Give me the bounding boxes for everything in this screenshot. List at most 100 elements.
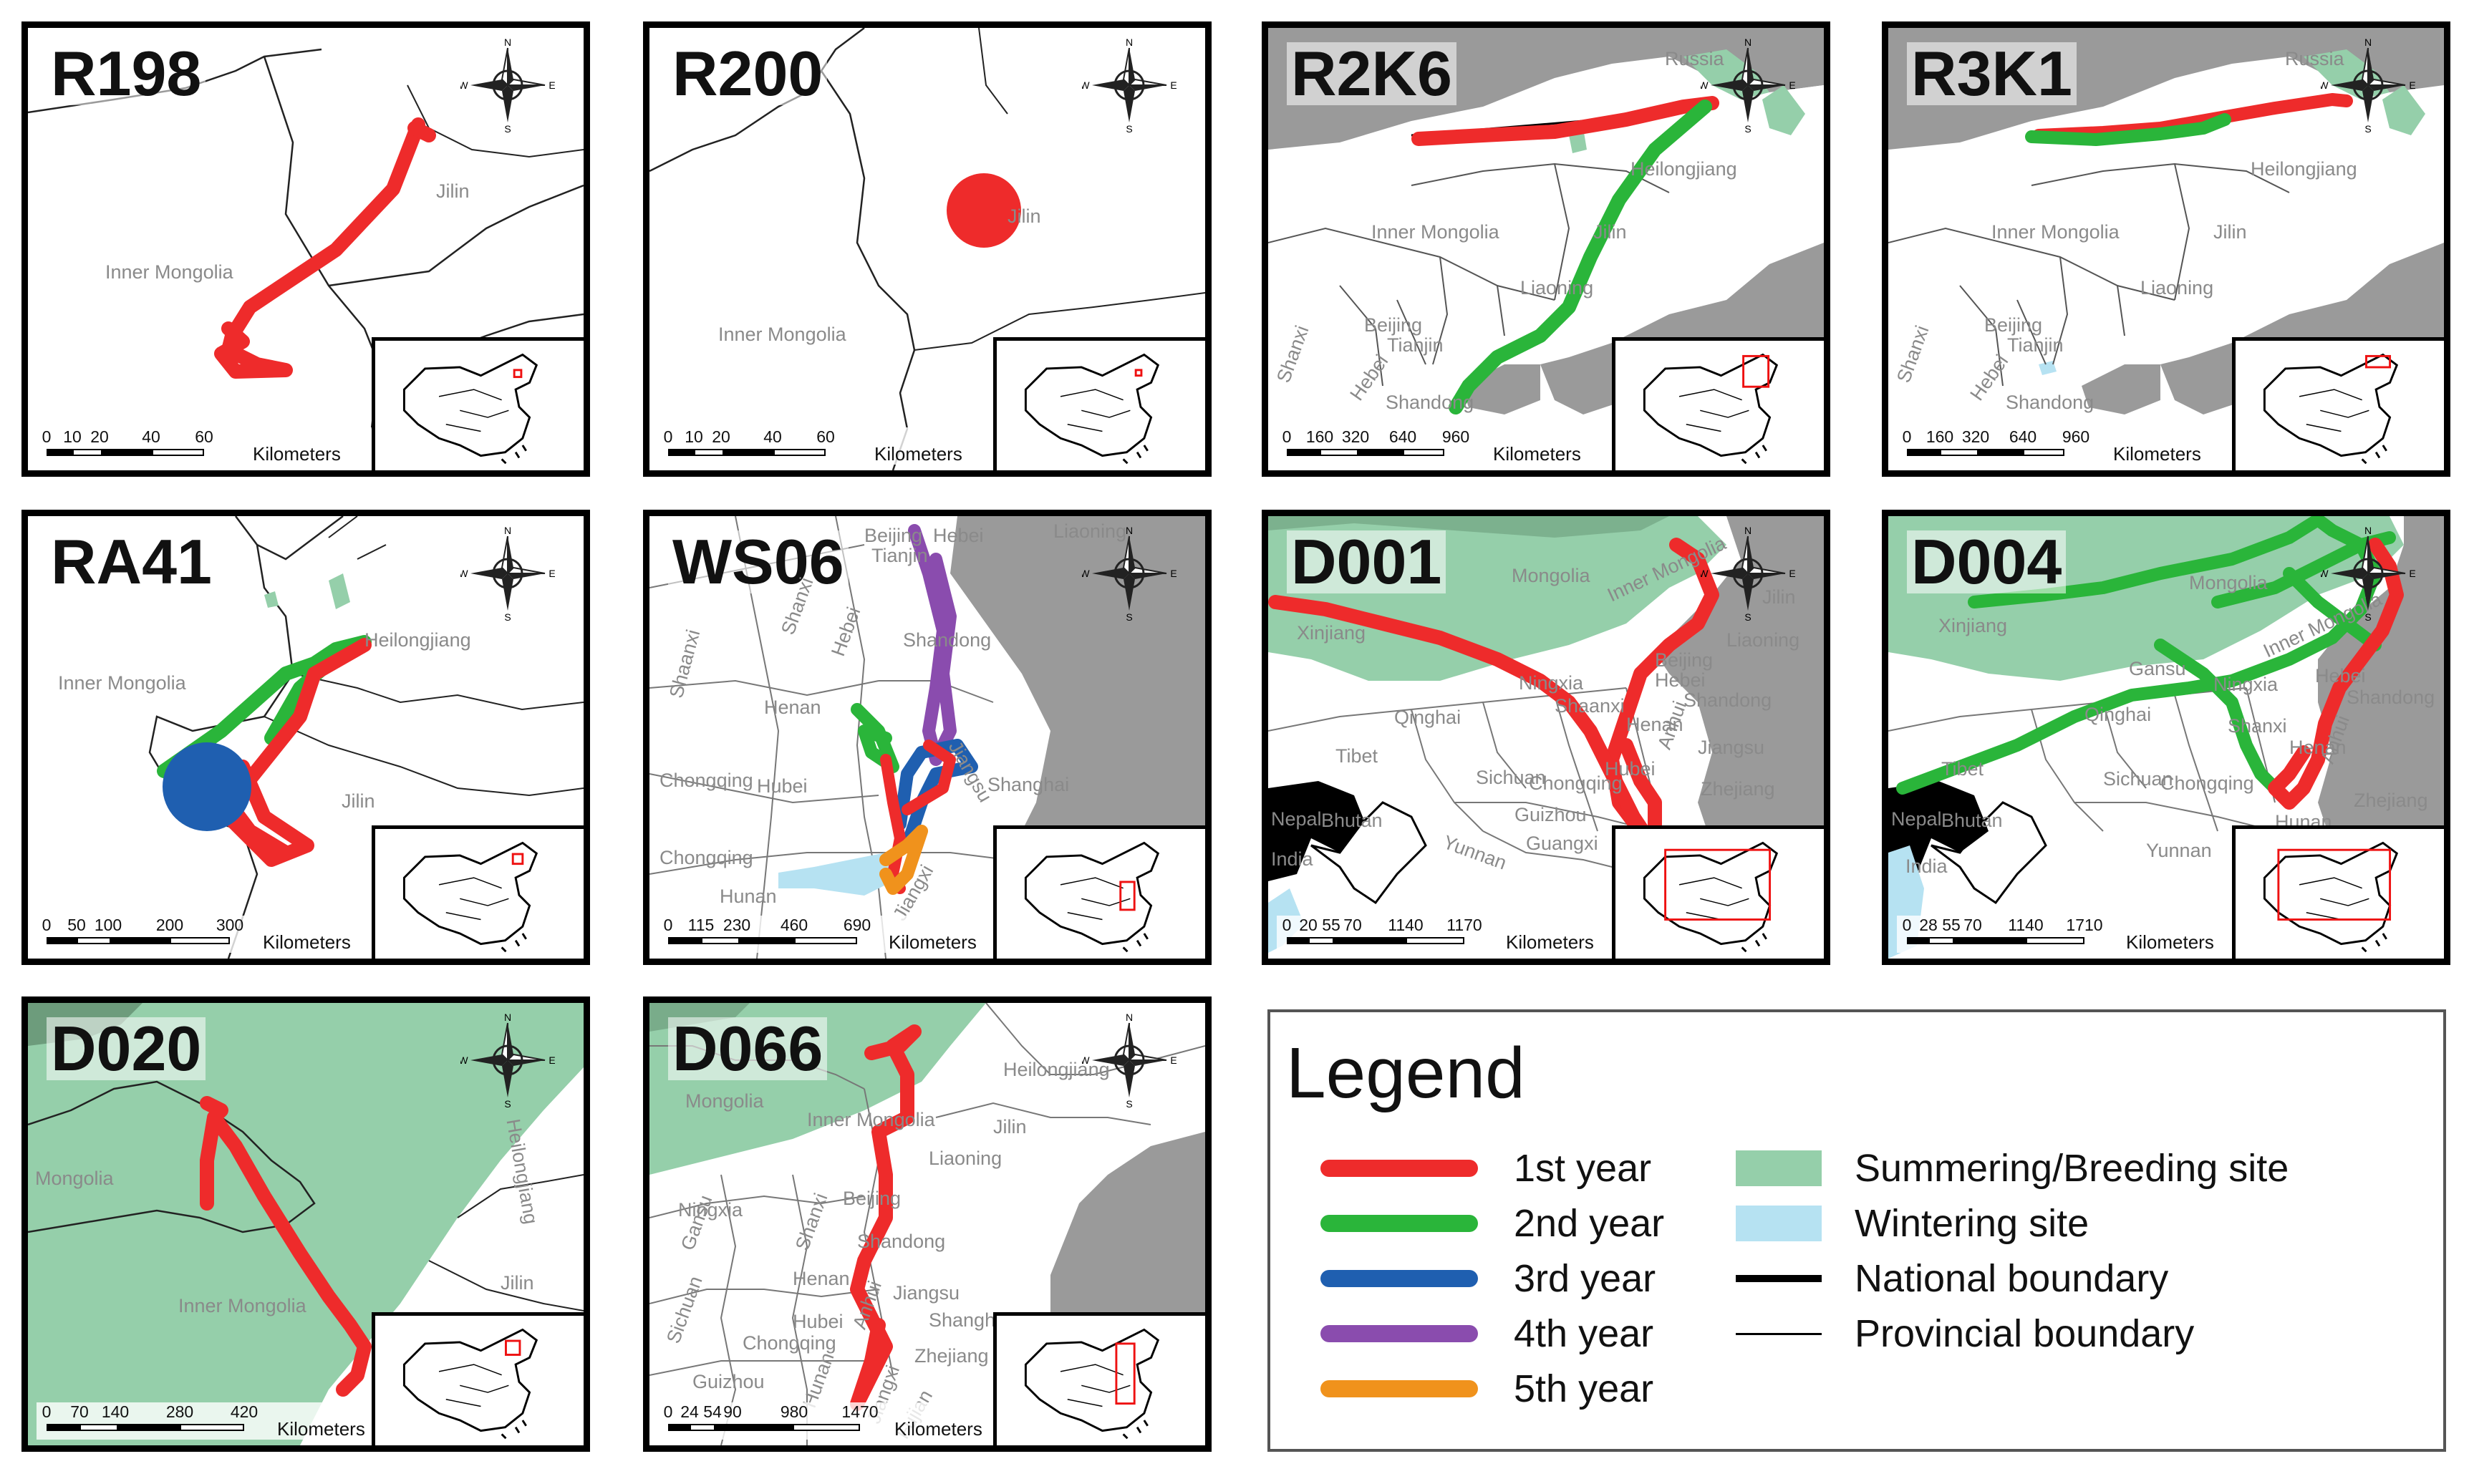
scale-tick: 20	[712, 427, 730, 446]
map-canvas	[649, 28, 1205, 470]
place-label: Heilongjiang	[1003, 1059, 1110, 1080]
legend-entry-5th-year: 5th year	[1320, 1367, 1653, 1410]
place-label: Bhutan	[1941, 810, 2003, 831]
place-label: Inner Mongolia	[807, 1109, 935, 1130]
scale-tick: 0	[663, 916, 673, 934]
scale-bar: 0 10 20 40 60 Kilometers	[658, 427, 995, 465]
svg-text:E: E	[549, 1054, 555, 1066]
scale-unit: Kilometers	[894, 1418, 982, 1440]
place-label: Ningxia	[2213, 674, 2279, 695]
compass-rose-icon: N S E W	[458, 525, 555, 623]
scale-bar: 0 115 230 460 690 Kilometers	[658, 916, 995, 953]
china-locator-inset	[2232, 825, 2444, 959]
place-label: Henan	[764, 697, 821, 718]
svg-text:N: N	[1744, 38, 1752, 48]
place-label: Guangxi	[1526, 833, 1598, 854]
place-label: Qinghai	[2084, 704, 2152, 725]
place-label: Jilin	[1008, 205, 1041, 227]
place-label: Hubei	[757, 775, 808, 797]
china-locator-inset	[372, 337, 584, 470]
svg-text:N: N	[1126, 1013, 1133, 1023]
place-label: Mongolia	[1512, 565, 1590, 586]
place-label: Sichuan	[2103, 768, 2173, 790]
svg-text:W: W	[1082, 568, 1090, 579]
map-panel-d004: D004 Mongolia Inner Mongolia Xinjiang Ga…	[1882, 510, 2450, 965]
place-label: Zhejiang	[1701, 778, 1775, 800]
compass-rose-icon: N S E W	[1080, 525, 1176, 623]
scale-tick: 70	[70, 1402, 89, 1421]
legend-label: National boundary	[1855, 1257, 2169, 1300]
legend-label: 4th year	[1514, 1312, 1654, 1355]
scale-tick: 54	[703, 1402, 722, 1421]
legend-swatch-area	[1736, 1150, 1822, 1186]
panel-id: R3K1	[1907, 42, 2077, 105]
compass-rose-icon: N S E W	[458, 37, 555, 135]
svg-text:N: N	[1126, 38, 1133, 48]
place-label: Liaoning	[2140, 277, 2214, 299]
scale-bar: 0 70 140 280 420 Kilometers	[37, 1402, 373, 1440]
place-label: Hubei	[793, 1311, 844, 1332]
svg-text:S: S	[1126, 123, 1132, 132]
svg-text:S: S	[504, 611, 511, 621]
place-label: Nepal	[1891, 808, 1942, 830]
place-label: Ningxia	[678, 1199, 743, 1221]
place-label: Nepal	[1271, 808, 1322, 830]
scale-bar: 0 10 20 40 60 Kilometers	[37, 427, 373, 465]
svg-text:E: E	[1170, 1054, 1176, 1066]
place-label: Sichuan	[1476, 767, 1546, 788]
scale-tick: 0	[663, 427, 673, 446]
svg-text:W: W	[460, 1054, 468, 1066]
map-panel-r2k6: R2K6 Russia Heilongjiang Inner Mongolia …	[1262, 21, 1830, 477]
place-label: India	[1271, 848, 1313, 870]
scale-tick: 40	[142, 427, 160, 446]
scale-tick: 100	[94, 916, 122, 934]
scale-tick: 115	[687, 916, 715, 934]
place-label: Jilin	[1593, 221, 1627, 243]
svg-text:E: E	[2409, 568, 2415, 579]
scale-tick: 28	[1919, 916, 1938, 934]
map-canvas	[28, 48, 584, 430]
svg-text:N: N	[504, 526, 511, 536]
svg-text:E: E	[549, 568, 555, 579]
scale-tick: 70	[1963, 916, 1982, 934]
scale-tick: 55	[1942, 916, 1961, 934]
map-panel-r198: R198 Jilin Inner Mongolia N S E W 0 10 2…	[21, 21, 590, 477]
scale-tick: 24	[680, 1402, 699, 1421]
china-locator-inset	[2232, 337, 2444, 470]
compass-rose-icon: N S E W	[458, 1012, 555, 1110]
place-label: Shandong	[1683, 689, 1772, 711]
svg-text:S: S	[2364, 611, 2371, 621]
place-label: Hebei	[933, 525, 984, 546]
compass-rose-icon: N S E W	[1699, 37, 1795, 135]
place-label: Mongolia	[2189, 572, 2268, 593]
scale-unit: Kilometers	[1493, 443, 1581, 465]
scale-tick: 640	[1388, 427, 1417, 446]
scale-tick: 980	[780, 1402, 808, 1421]
place-label: Chongqing	[659, 770, 753, 791]
place-label: Jiangsu	[893, 1282, 960, 1304]
scale-tick: 160	[1305, 427, 1334, 446]
svg-text:W: W	[2321, 568, 2329, 579]
scale-tick: 0	[42, 1402, 52, 1421]
map-panel-ws06: WS06 Beijing Tianjin Hebei Liaoning Shan…	[643, 510, 1212, 965]
china-locator-inset	[993, 825, 1205, 959]
legend-swatch-line	[1320, 1325, 1478, 1342]
place-label: Shanghai	[987, 774, 1070, 795]
scale-unit: Kilometers	[277, 1418, 365, 1440]
place-label: Jilin	[2213, 221, 2247, 243]
place-label: Tianjin	[2007, 334, 2064, 356]
svg-text:S: S	[1126, 1098, 1132, 1107]
scale-tick: 690	[843, 916, 871, 934]
scale-unit: Kilometers	[2113, 443, 2201, 465]
place-label: Guizhou	[692, 1371, 765, 1392]
place-label: Inner Mongolia	[178, 1295, 306, 1316]
map-canvas	[148, 516, 584, 959]
panel-id: D020	[47, 1017, 206, 1080]
svg-text:S: S	[2364, 123, 2371, 132]
place-label: Jiangsu	[1698, 737, 1765, 758]
scale-tick: 1470	[841, 1402, 879, 1421]
legend-entry-wintering: Wintering site	[1736, 1202, 2089, 1245]
stationary-location-marker	[163, 742, 251, 831]
svg-text:E: E	[2409, 79, 2415, 91]
legend-swatch-line	[1320, 1270, 1478, 1287]
